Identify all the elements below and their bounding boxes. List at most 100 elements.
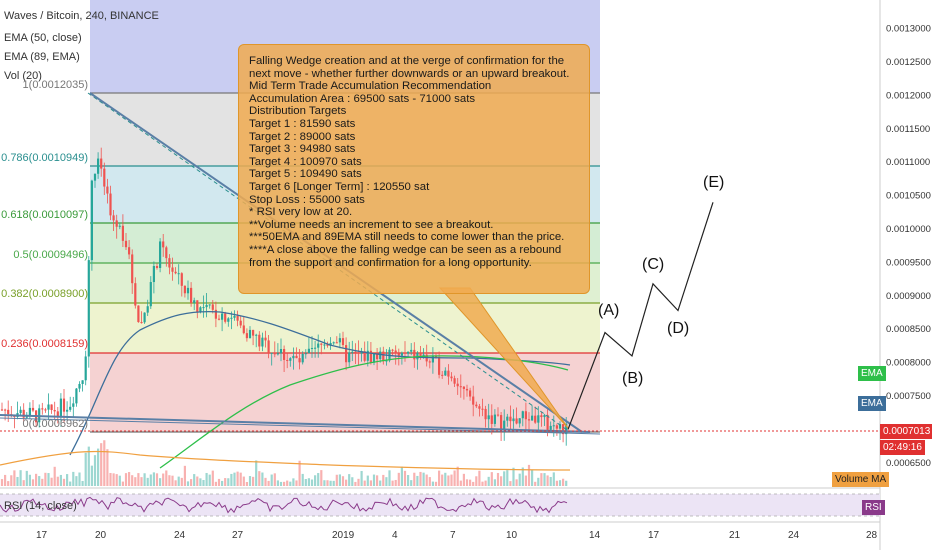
volume-bar <box>372 474 376 486</box>
volume-bar <box>121 481 124 486</box>
volume-bar <box>165 470 168 486</box>
volume-bar <box>87 446 90 486</box>
candle-body <box>106 186 109 194</box>
candle-body <box>87 260 90 357</box>
candle-body <box>329 343 332 346</box>
candle-body <box>168 258 171 268</box>
volume-bar <box>183 465 186 486</box>
candle-body <box>233 315 236 318</box>
volume-bar <box>109 472 112 486</box>
volume-bar <box>239 472 242 486</box>
volume-bar <box>242 476 245 486</box>
candle-body <box>41 408 44 410</box>
price-tick-label: 0.0009500 <box>886 257 931 268</box>
candle-body <box>562 424 565 435</box>
volume-bar <box>289 481 292 486</box>
candle-body <box>248 329 252 339</box>
volume-bar <box>391 480 394 486</box>
candle-body <box>214 309 217 319</box>
volume-bar <box>16 476 19 486</box>
price-tick-label: 0.0012000 <box>886 90 931 101</box>
candle-body <box>382 351 385 362</box>
candle-body <box>252 329 255 336</box>
candle-body <box>354 351 357 353</box>
volume-bar <box>208 474 211 486</box>
fib-level-label: 0.786(0.0010949) <box>1 152 88 164</box>
volume-bar <box>388 470 391 486</box>
candle-body <box>267 340 270 354</box>
volume-bar <box>255 460 258 486</box>
volume-bar <box>279 481 283 486</box>
note-line: Target 6 [Longer Term] : 120550 sat <box>249 180 430 193</box>
volume-bar <box>298 460 301 486</box>
volume-bar <box>75 476 78 486</box>
volume-bar <box>190 479 193 486</box>
candle-body <box>134 283 137 306</box>
candle-body <box>230 317 233 319</box>
candle-body <box>155 266 159 268</box>
volume-bar <box>481 481 484 486</box>
candle-body <box>62 398 66 412</box>
volume-bar <box>521 467 524 486</box>
volume-bar <box>0 479 4 486</box>
candle-body <box>531 415 534 421</box>
note-line: Falling Wedge creation and at the verge … <box>249 55 565 67</box>
volume-bar <box>66 474 69 486</box>
volume-bar <box>450 474 453 486</box>
volume-bar <box>397 472 400 486</box>
candle-body <box>190 287 193 304</box>
volume-bar <box>543 473 546 486</box>
last-price-tag: 0.0007013 <box>880 424 932 439</box>
volume-bar <box>69 481 72 486</box>
candle-body <box>50 404 53 411</box>
volume-bar <box>425 474 428 486</box>
candle-body <box>543 414 546 418</box>
volume-bar <box>180 477 183 486</box>
symbol-legend: Waves / Bitcoin, 240, BINANCE <box>4 10 159 22</box>
candle-body <box>323 344 326 346</box>
elliott-wave-path <box>567 202 714 430</box>
note-line: Accumulation Area : 69500 sats - 71000 s… <box>249 92 476 105</box>
candle-body <box>183 285 186 294</box>
volume-bar <box>456 466 459 486</box>
volume-bar <box>335 474 338 486</box>
volume-bar <box>366 475 369 486</box>
candle-body <box>469 390 472 397</box>
volume-bar <box>41 478 44 486</box>
candle-body <box>503 420 506 431</box>
time-tick-label: 28 <box>866 530 878 541</box>
volume-bar <box>323 480 326 486</box>
candle-body <box>81 380 84 384</box>
volume-bar <box>403 470 407 486</box>
volume-bar <box>351 477 354 486</box>
candle-body <box>97 158 100 174</box>
volume-bar <box>233 472 236 486</box>
candle-body <box>413 349 416 360</box>
ema50-line <box>69 310 571 456</box>
volume-bar <box>438 470 441 486</box>
candle-body <box>261 337 264 347</box>
volume-bar <box>385 477 388 486</box>
volume-bar <box>267 480 270 486</box>
candle-body <box>199 307 202 313</box>
candle-body <box>537 415 540 423</box>
note-line: Target 3 : 94980 sats <box>249 143 356 156</box>
fib-level-label: 0.382(0.0008900) <box>1 288 88 300</box>
candle-body <box>180 273 183 286</box>
candle-body <box>4 409 7 411</box>
fib-level-label: 0.5(0.0009496) <box>13 249 88 261</box>
volume-bar <box>137 473 140 486</box>
candle-body <box>109 193 112 216</box>
time-tick-label: 20 <box>95 530 107 541</box>
note-line: from the support and confirmation for a … <box>249 256 532 269</box>
candle-body <box>103 168 106 187</box>
candle-body <box>478 406 481 409</box>
candle-body <box>258 334 261 347</box>
candle-body <box>121 225 124 241</box>
fib-value: (0.0008900) <box>28 288 88 301</box>
volume-bar <box>376 475 379 486</box>
volume-bar <box>558 480 562 486</box>
price-tick-label: 0.0011500 <box>886 124 930 135</box>
volume-bar <box>379 480 382 486</box>
note-line: Target 1 : 81590 sats <box>249 117 356 130</box>
